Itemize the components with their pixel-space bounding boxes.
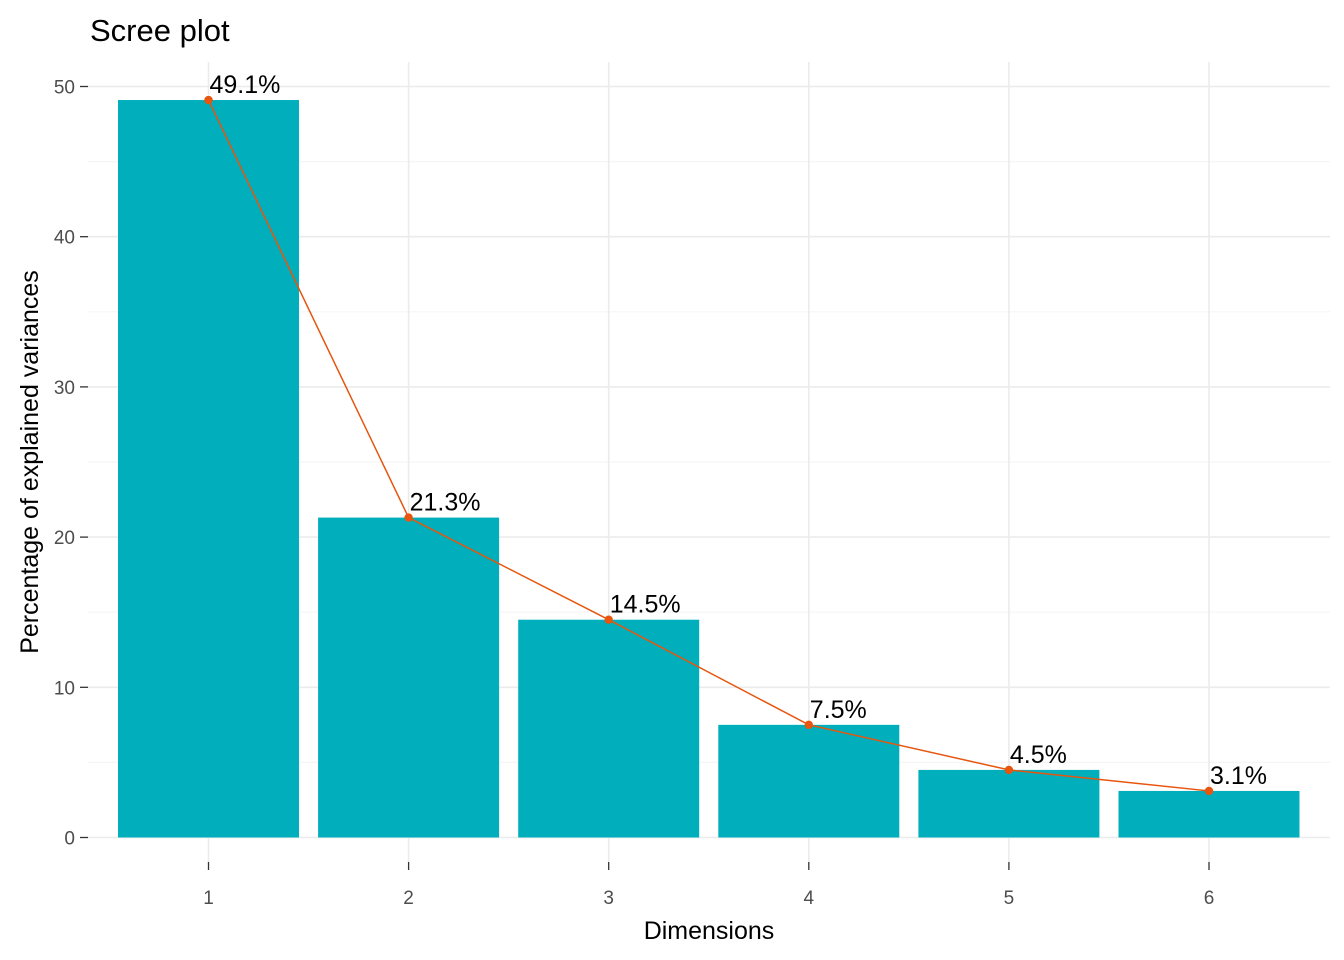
- x-tick-label: 1: [203, 888, 214, 909]
- chart-title: Scree plot: [90, 13, 230, 48]
- data-label-dim-5: 4.5%: [1010, 741, 1067, 769]
- trend-line-group: [204, 95, 1214, 796]
- x-tick-label: 6: [1204, 888, 1215, 909]
- bar-dim-2: [318, 517, 500, 838]
- x-tick-label: 5: [1004, 888, 1015, 909]
- y-tick-label: 20: [54, 528, 75, 549]
- bar-dim-6: [1118, 790, 1300, 838]
- y-tick-label: 40: [54, 228, 75, 249]
- bar-dim-4: [718, 724, 900, 838]
- data-label-dim-3: 14.5%: [610, 591, 681, 619]
- trend-point-dim-6: [1204, 786, 1214, 796]
- trend-point-dim-1: [204, 95, 213, 105]
- data-label-dim-6: 3.1%: [1210, 762, 1267, 790]
- x-axis-title: Dimensions: [644, 917, 775, 945]
- x-tick-label: 3: [603, 888, 614, 909]
- x-tick-label: 4: [804, 888, 815, 909]
- trend-line: [207, 99, 1210, 792]
- y-tick-label: 0: [64, 829, 75, 850]
- bar-dim-1: [118, 100, 299, 838]
- trend-point-dim-3: [604, 615, 613, 624]
- x-tick-label: 2: [403, 888, 414, 909]
- trend-point-dim-5: [1004, 765, 1014, 775]
- trend-point-dim-4: [804, 720, 813, 730]
- data-labels: 49.1% 21.3% 14.5% 7.5% 4.5% 3.1%: [210, 71, 1267, 790]
- trend-point-dim-2: [404, 513, 413, 522]
- bar-dim-5: [918, 769, 1100, 838]
- bar-dim-3: [518, 619, 700, 838]
- y-tick-label: 50: [54, 78, 75, 99]
- y-tick-label: 10: [54, 678, 75, 699]
- axes: 0 10 20 30 40 50 1 2 3 4 5 6: [54, 78, 1214, 910]
- y-tick-label: 30: [54, 378, 75, 399]
- bars: [118, 100, 1300, 838]
- y-axis-title: Percentage of explained variances: [16, 270, 44, 654]
- data-label-dim-2: 21.3%: [410, 489, 481, 517]
- data-label-dim-1: 49.1%: [210, 71, 281, 99]
- data-label-dim-4: 7.5%: [810, 696, 867, 724]
